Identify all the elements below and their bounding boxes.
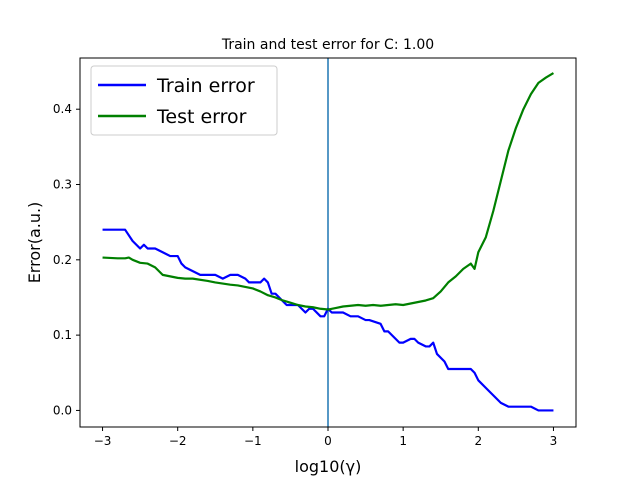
y-tick-label: 0.2 — [53, 253, 72, 267]
plot-area — [102, 58, 555, 427]
y-tick-label: 0.0 — [53, 403, 72, 417]
y-tick-label: 0.3 — [53, 178, 72, 192]
y-axis-label: Error(a.u.) — [25, 202, 44, 284]
legend: Train error Test error — [90, 65, 278, 136]
y-tick-label: 0.1 — [53, 328, 72, 342]
x-tick-label: −1 — [244, 434, 262, 448]
series-line-test-error — [102, 72, 555, 311]
x-tick-label: 2 — [474, 434, 482, 448]
legend-label-train-error: Train error — [156, 75, 255, 97]
x-tick-label: −3 — [94, 434, 112, 448]
series-line-train-error — [102, 228, 554, 412]
legend-label-test-error: Test error — [156, 106, 247, 128]
x-tick-label: 1 — [399, 434, 407, 448]
chart-title: Train and test error for C: 1.00 — [221, 37, 434, 53]
x-tick-label: 0 — [324, 434, 332, 448]
x-tick-label: 3 — [550, 434, 558, 448]
x-axis-label: log10(γ) — [295, 457, 362, 476]
x-tick-label: −2 — [169, 434, 187, 448]
legend-box — [90, 65, 278, 136]
y-tick-label: 0.4 — [53, 102, 72, 116]
